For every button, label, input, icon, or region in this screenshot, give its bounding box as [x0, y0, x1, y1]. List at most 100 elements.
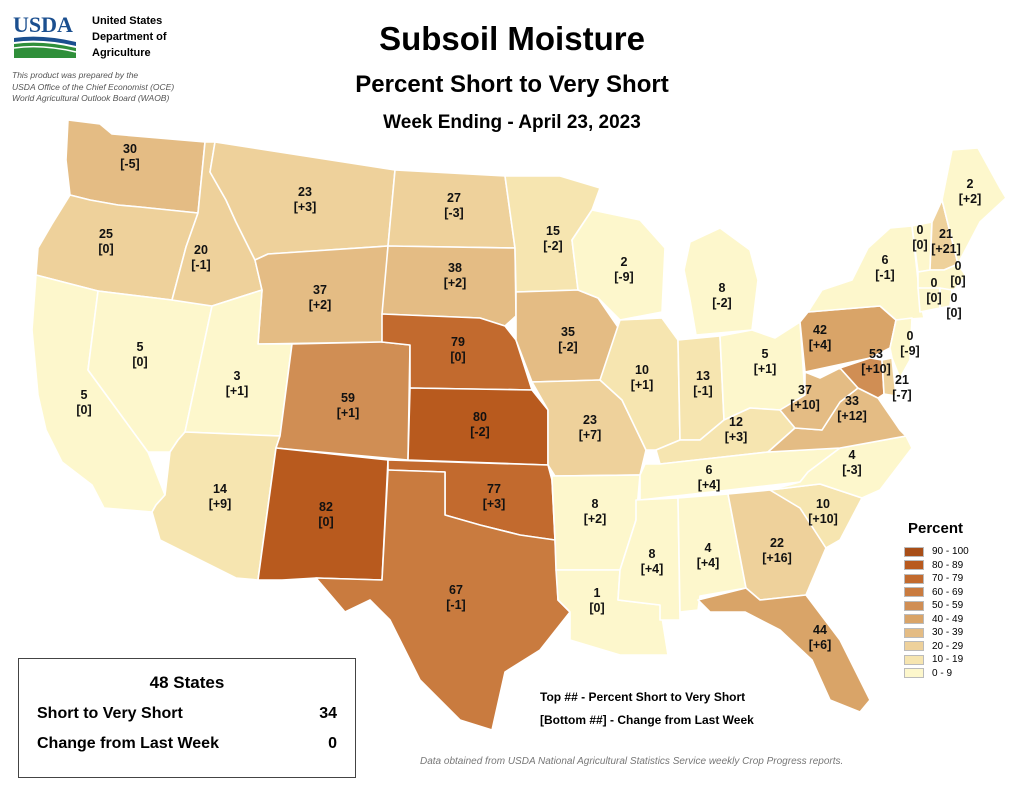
state-value: 3	[233, 369, 241, 383]
state-value: 1	[593, 586, 601, 600]
state-value: 33	[845, 394, 859, 408]
label-kentucky: 12 [+3]	[725, 415, 748, 445]
label-new-hampshire: 21 [+21]	[931, 227, 961, 257]
state-change: [+4]	[640, 562, 664, 576]
label-north-carolina: 4 [-3]	[842, 448, 861, 478]
week-ending: Week Ending - April 23, 2023	[383, 112, 641, 133]
state-change: [+6]	[808, 638, 832, 652]
summary-change-label: Change from Last Week	[37, 735, 219, 752]
legend-swatch	[904, 587, 924, 598]
state-value: 6	[705, 463, 713, 477]
state-value: 10	[816, 497, 830, 511]
state-value: 38	[448, 261, 462, 275]
legend-item: 50 - 59	[904, 599, 969, 613]
state-value: 15	[546, 224, 560, 238]
label-california: 5 [0]	[76, 388, 91, 418]
state-change: [+1]	[630, 378, 654, 392]
label-oklahoma: 77 [+3]	[483, 482, 506, 512]
state-value: 5	[136, 340, 144, 354]
state-change: [0]	[132, 355, 148, 369]
summary-short-label: Short to Very Short	[37, 705, 183, 722]
state-value: 8	[648, 547, 656, 561]
state-value: 5	[761, 347, 769, 361]
legend-swatch	[904, 668, 924, 679]
state-value: 59	[341, 391, 355, 405]
state-change: [-9]	[614, 270, 634, 284]
label-delaware: 21 [-7]	[892, 373, 911, 403]
source-note: Data obtained from USDA National Agricul…	[420, 756, 844, 767]
state-value: 30	[123, 142, 137, 156]
state-value: 4	[704, 541, 712, 555]
label-arizona: 14 [+9]	[209, 482, 232, 512]
legend-swatch	[904, 654, 924, 665]
prepared-by-note: This product was prepared by the USDA Of…	[12, 70, 232, 105]
state-change: [0]	[946, 306, 962, 320]
state-change: [-3]	[842, 463, 862, 477]
label-idaho: 20 [-1]	[191, 243, 210, 273]
state-rhode-island	[939, 287, 953, 309]
label-colorado: 59 [+1]	[337, 391, 360, 421]
state-change: [0]	[926, 291, 942, 305]
legend-swatch	[904, 573, 924, 584]
state-change: [+2]	[958, 192, 982, 206]
state-change: [-2]	[543, 239, 563, 253]
state-new-york	[807, 225, 925, 321]
label-kansas: 80 [-2]	[470, 410, 489, 440]
state-change: [0]	[589, 601, 605, 615]
label-massachusetts: 0 [0]	[950, 259, 965, 289]
label-new-mexico: 82 [0]	[318, 500, 333, 530]
agency-name: United States Department of Agriculture	[92, 13, 192, 61]
label-key-top: Top ## - Percent Short to Very Short	[540, 690, 746, 704]
label-maryland: 53 [+10]	[861, 347, 891, 377]
agency-line: Department of	[92, 31, 167, 43]
label-tennessee: 6 [+4]	[698, 463, 721, 493]
label-vermont: 0 [0]	[912, 223, 927, 253]
usda-logo-text: USDA	[13, 12, 73, 37]
label-key-bottom: [Bottom ##] - Change from Last Week	[540, 713, 754, 727]
state-delaware	[881, 357, 897, 397]
state-value: 53	[869, 347, 883, 361]
label-louisiana: 1 [0]	[589, 586, 604, 616]
state-change: [+4]	[696, 556, 720, 570]
state-texas	[315, 469, 571, 731]
label-north-dakota: 27 [-3]	[444, 191, 463, 221]
state-change: [-2]	[712, 296, 732, 310]
state-change: [+10]	[861, 362, 891, 376]
state-value: 12	[729, 415, 743, 429]
state-value: 13	[696, 369, 710, 383]
legend-label: 40 - 49	[932, 613, 964, 625]
state-value: 27	[447, 191, 461, 205]
label-illinois: 10 [+1]	[631, 363, 654, 393]
label-maine: 2 [+2]	[959, 177, 982, 207]
state-change: [-9]	[900, 344, 920, 358]
label-wyoming: 37 [+2]	[309, 283, 332, 313]
state-change: [-2]	[470, 425, 490, 439]
state-value: 82	[319, 500, 333, 514]
state-change: [-7]	[892, 388, 912, 402]
legend-swatch	[904, 614, 924, 625]
legend-title: Percent	[908, 520, 964, 537]
legend-label: 60 - 69	[932, 586, 964, 598]
legend-item: 20 - 29	[904, 640, 969, 654]
label-utah: 3 [+1]	[226, 369, 249, 399]
label-montana: 23 [+3]	[294, 185, 317, 215]
agency-line: United States	[92, 15, 163, 27]
state-value: 79	[451, 335, 465, 349]
label-georgia: 22 [+16]	[762, 536, 792, 566]
label-iowa: 35 [-2]	[558, 325, 577, 355]
state-value: 10	[635, 363, 649, 377]
state-change: [+2]	[443, 276, 467, 290]
state-change: [+4]	[697, 478, 721, 492]
state-change: [+16]	[762, 551, 792, 565]
legend-swatch	[904, 600, 924, 611]
legend-swatch	[904, 641, 924, 652]
legend-item: 70 - 79	[904, 572, 969, 586]
prepared-line: World Agricultural Outlook Board (WAOB)	[12, 93, 170, 103]
label-nebraska: 79 [0]	[450, 335, 465, 365]
summary-row-change: Change from Last Week 0	[19, 735, 355, 753]
state-value: 77	[487, 482, 501, 496]
state-change: [+1]	[753, 362, 777, 376]
label-nevada: 5 [0]	[132, 340, 147, 370]
state-value: 21	[939, 227, 953, 241]
